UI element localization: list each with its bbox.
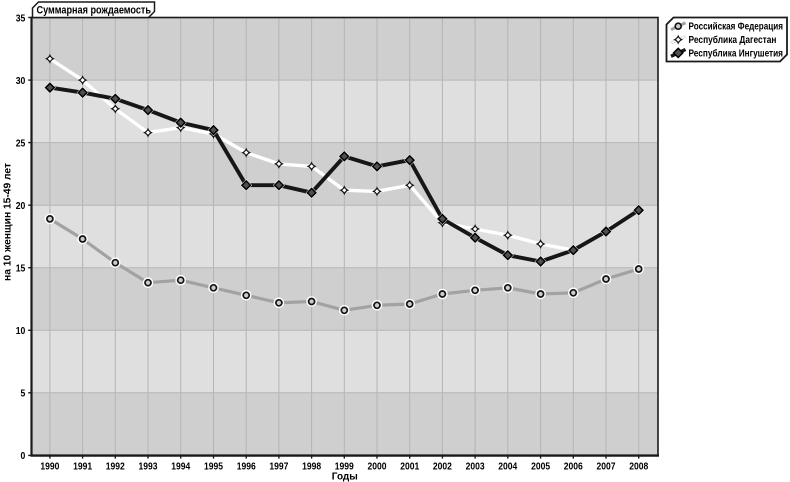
svg-text:2007: 2007 — [597, 460, 616, 472]
svg-text:Суммарная рождаемость: Суммарная рождаемость — [37, 4, 152, 16]
svg-text:1991: 1991 — [73, 460, 92, 472]
svg-text:10: 10 — [16, 325, 26, 337]
svg-text:1992: 1992 — [106, 460, 125, 472]
svg-text:2005: 2005 — [531, 460, 550, 472]
svg-text:1998: 1998 — [302, 460, 321, 472]
svg-text:1999: 1999 — [335, 460, 354, 472]
svg-text:0: 0 — [21, 450, 26, 462]
svg-text:1993: 1993 — [139, 460, 158, 472]
svg-text:1995: 1995 — [204, 460, 223, 472]
svg-text:35: 35 — [16, 12, 26, 24]
svg-text:30: 30 — [16, 75, 26, 87]
svg-text:20: 20 — [16, 200, 26, 212]
svg-text:2002: 2002 — [433, 460, 452, 472]
svg-text:2008: 2008 — [629, 460, 648, 472]
svg-text:Республика Ингушетия: Республика Ингушетия — [689, 47, 784, 59]
svg-text:Российская Федерация: Российская Федерация — [689, 22, 784, 33]
svg-text:Республика Дагестан: Республика Дагестан — [689, 34, 777, 46]
svg-text:2003: 2003 — [466, 460, 485, 472]
svg-text:на 10 женщин 15-49 лет: на 10 женщин 15-49 лет — [3, 163, 14, 281]
svg-text:1996: 1996 — [237, 460, 256, 472]
svg-text:1994: 1994 — [171, 460, 190, 472]
svg-text:Годы: Годы — [332, 471, 358, 482]
svg-text:2004: 2004 — [498, 460, 517, 472]
svg-text:1990: 1990 — [40, 460, 59, 472]
svg-text:2000: 2000 — [368, 460, 387, 472]
svg-text:25: 25 — [16, 138, 26, 150]
svg-text:15: 15 — [16, 263, 26, 275]
svg-text:5: 5 — [21, 388, 26, 400]
svg-text:2006: 2006 — [564, 460, 583, 472]
svg-text:1997: 1997 — [269, 460, 288, 472]
svg-text:2001: 2001 — [400, 460, 419, 472]
